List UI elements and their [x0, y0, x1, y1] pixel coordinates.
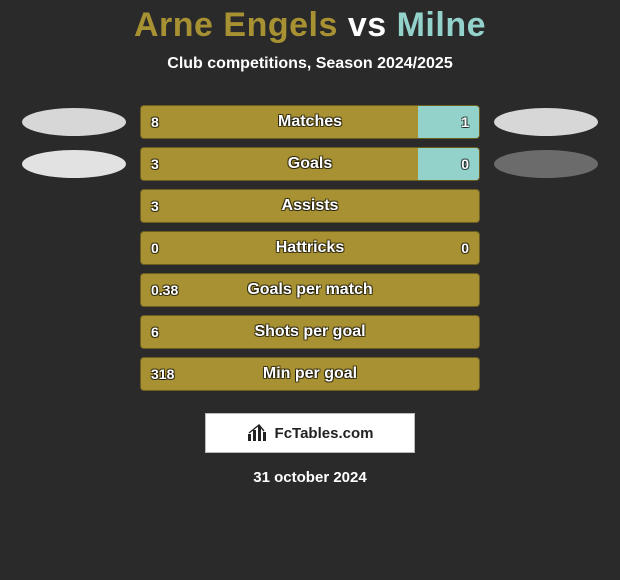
player2-name: Milne — [397, 6, 486, 44]
stat-value-left: 0.38 — [151, 282, 178, 298]
date: 31 october 2024 — [0, 469, 620, 486]
stat-bar: 3 Assists — [140, 189, 480, 223]
stat-row: 0 0 Hattricks — [0, 231, 620, 265]
stat-row: 8 1 Matches — [0, 105, 620, 139]
stat-value-right: 0 — [461, 240, 469, 256]
stat-label: Goals per match — [247, 281, 372, 299]
bar-segment-right — [418, 148, 479, 180]
stat-value-left: 318 — [151, 366, 174, 382]
watermark: FcTables.com — [205, 413, 415, 453]
stat-bar: 8 1 Matches — [140, 105, 480, 139]
stat-label: Matches — [278, 113, 342, 131]
stat-value-left: 8 — [151, 114, 159, 130]
stat-bar: 0.38 Goals per match — [140, 273, 480, 307]
stat-label: Hattricks — [276, 239, 344, 257]
stat-label: Shots per goal — [254, 323, 365, 341]
stat-row: 3 0 Goals — [0, 147, 620, 181]
watermark-text: FcTables.com — [275, 425, 374, 442]
stat-label: Min per goal — [263, 365, 357, 383]
stat-value-left: 3 — [151, 198, 159, 214]
stat-value-left: 3 — [151, 156, 159, 172]
stat-value-right: 1 — [461, 114, 469, 130]
stat-value-left: 6 — [151, 324, 159, 340]
team-badge-left — [22, 108, 126, 136]
stat-bar: 318 Min per goal — [140, 357, 480, 391]
stat-row: 0.38 Goals per match — [0, 273, 620, 307]
team-badge-right — [494, 150, 598, 178]
stat-label: Goals — [288, 155, 332, 173]
bar-segment-right — [418, 106, 479, 138]
team-badge-right — [494, 108, 598, 136]
title-vs: vs — [348, 6, 387, 44]
stat-value-left: 0 — [151, 240, 159, 256]
stat-label: Assists — [282, 197, 339, 215]
stat-row: 318 Min per goal — [0, 357, 620, 391]
chart-container: Arne Engels vs Milne Club competitions, … — [0, 0, 620, 580]
stat-bar: 6 Shots per goal — [140, 315, 480, 349]
watermark-bars-icon — [247, 424, 269, 442]
player1-name: Arne Engels — [134, 6, 338, 44]
team-badge-left — [22, 150, 126, 178]
page-title: Arne Engels vs Milne — [0, 6, 620, 45]
stat-value-right: 0 — [461, 156, 469, 172]
stat-bar: 0 0 Hattricks — [140, 231, 480, 265]
stat-row: 6 Shots per goal — [0, 315, 620, 349]
bar-segment-left — [141, 148, 418, 180]
stat-row: 3 Assists — [0, 189, 620, 223]
stat-rows: 8 1 Matches 3 0 Goals 3 Assists 0 0 Hattricks 0.38 G… — [0, 105, 620, 391]
subtitle: Club competitions, Season 2024/2025 — [0, 55, 620, 73]
stat-bar: 3 0 Goals — [140, 147, 480, 181]
